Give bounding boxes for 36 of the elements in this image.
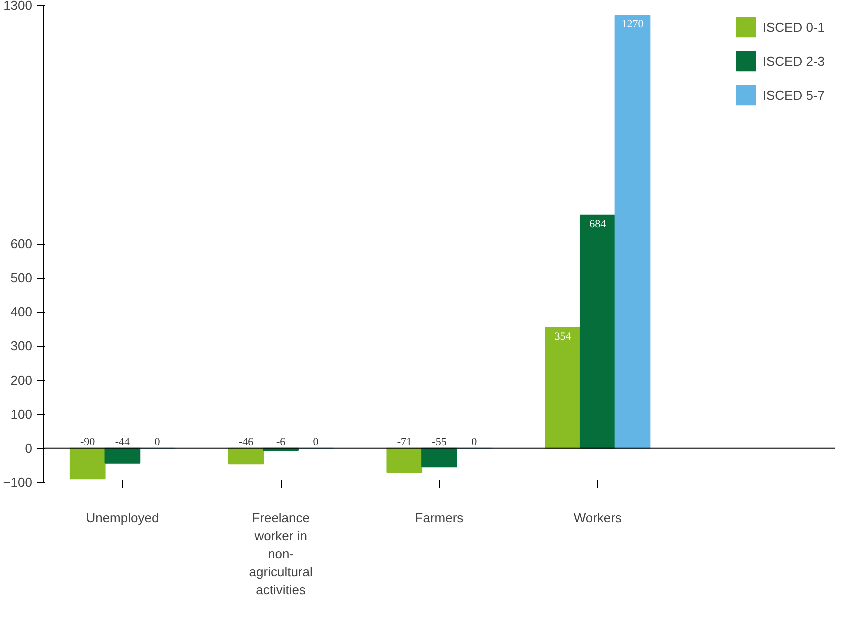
data-label: 0 (472, 436, 478, 448)
y-tick-label: 1300 (4, 0, 32, 13)
x-tick-label: Workers (574, 510, 622, 526)
y-tick-label: −100 (3, 475, 33, 490)
data-label: 0 (313, 436, 320, 448)
legend-label: ISCED 2-3 (762, 54, 825, 68)
bar (386, 448, 423, 474)
x-tick-label: Unemployed (86, 510, 160, 526)
bar (70, 448, 106, 480)
y-tick-label: 600 (10, 236, 33, 252)
bar (228, 448, 264, 465)
y-tick-label: 300 (10, 338, 33, 354)
data-label: -6 (276, 436, 286, 448)
data-label: 684 (590, 218, 607, 230)
data-label: -90 (80, 436, 96, 448)
bar (104, 448, 141, 464)
data-label: -71 (397, 436, 412, 448)
x-tick-label: Freelance worker in non-agricultural activities (249, 510, 314, 598)
data-label: 354 (554, 330, 572, 343)
data-label: -46 (238, 436, 254, 448)
legend-label: ISCED 5-7 (762, 88, 825, 102)
bar (614, 15, 651, 449)
data-label: 1270 (622, 18, 644, 31)
y-tick-label: 500 (10, 270, 33, 286)
bar (545, 327, 581, 449)
legend-label: ISCED 0-1 (762, 20, 825, 34)
data-label: -55 (432, 436, 448, 448)
data-label: -44 (115, 436, 131, 448)
data-label: 0 (154, 436, 161, 448)
y-tick-label: 200 (10, 372, 33, 388)
bar (422, 448, 458, 468)
y-tick-label: 0 (25, 440, 33, 456)
y-tick-label: 400 (10, 304, 33, 320)
y-tick-label: 100 (10, 406, 33, 422)
x-tick-label: Farmers (415, 510, 464, 526)
bar (580, 214, 616, 449)
